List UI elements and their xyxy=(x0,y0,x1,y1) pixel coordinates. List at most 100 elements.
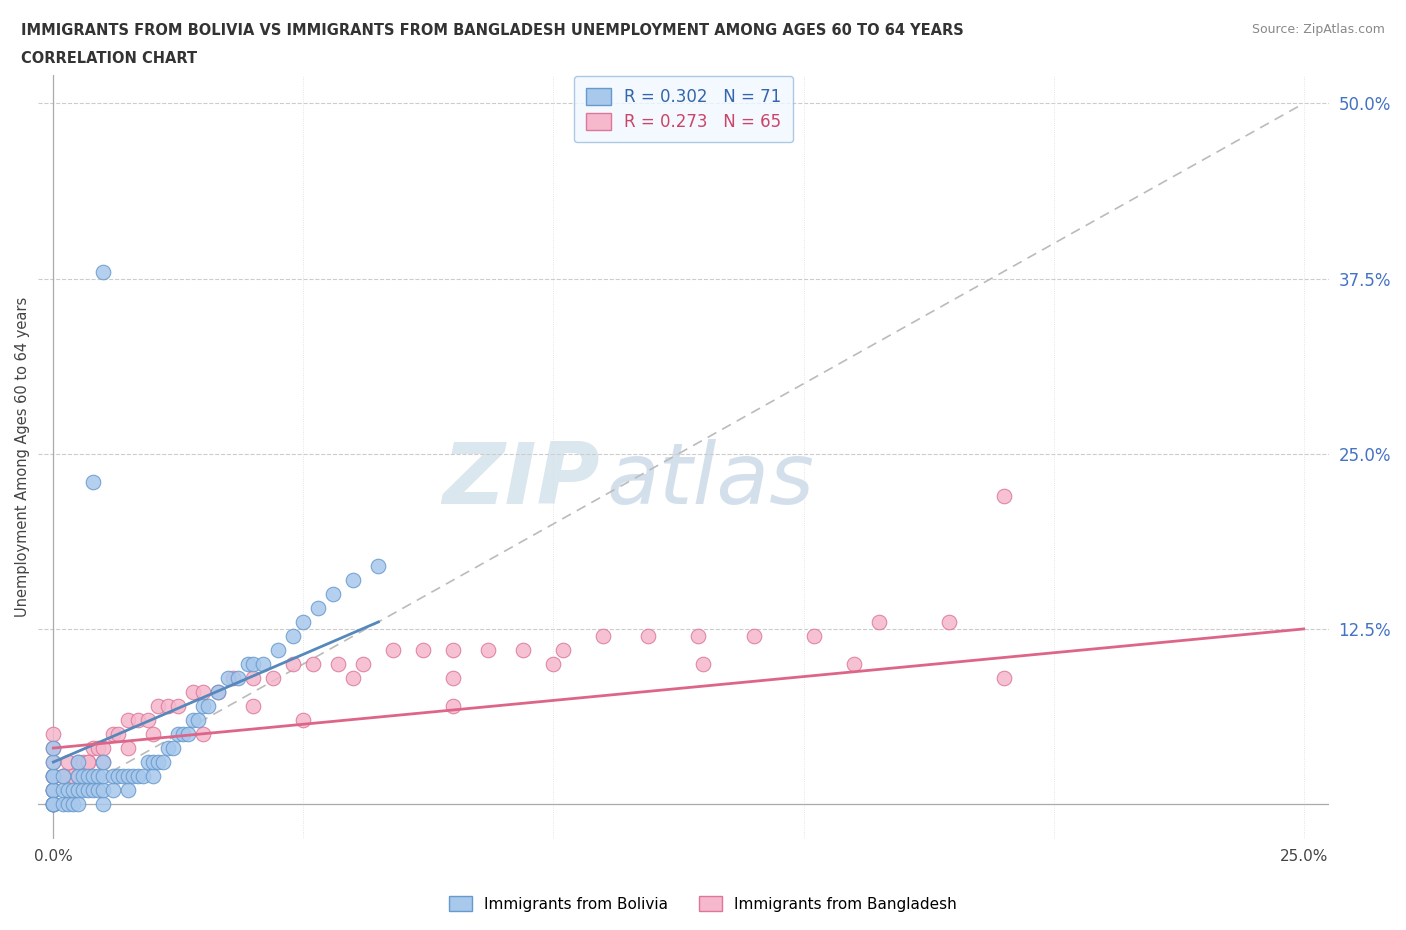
Point xyxy=(742,629,765,644)
Text: IMMIGRANTS FROM BOLIVIA VS IMMIGRANTS FROM BANGLADESH UNEMPLOYMENT AMONG AGES 60: IMMIGRANTS FROM BOLIVIA VS IMMIGRANTS FR… xyxy=(21,23,965,38)
Point xyxy=(177,726,200,741)
Point xyxy=(842,657,865,671)
Point xyxy=(117,740,139,755)
Point xyxy=(412,643,434,658)
Point xyxy=(58,783,80,798)
Point xyxy=(42,768,65,783)
Point xyxy=(87,768,110,783)
Point xyxy=(103,768,125,783)
Point xyxy=(193,684,215,699)
Point xyxy=(993,671,1015,685)
Point xyxy=(803,629,825,644)
Point xyxy=(42,768,65,783)
Point xyxy=(553,643,575,658)
Point xyxy=(148,754,170,769)
Point xyxy=(103,783,125,798)
Point xyxy=(42,783,65,798)
Point xyxy=(107,726,129,741)
Point xyxy=(138,754,160,769)
Point xyxy=(42,740,65,755)
Point xyxy=(367,558,389,573)
Point xyxy=(193,698,215,713)
Text: CORRELATION CHART: CORRELATION CHART xyxy=(21,51,197,66)
Point xyxy=(242,698,264,713)
Point xyxy=(157,740,180,755)
Point xyxy=(543,657,565,671)
Point xyxy=(267,643,290,658)
Point xyxy=(193,726,215,741)
Point xyxy=(132,768,155,783)
Point xyxy=(42,797,65,812)
Point xyxy=(93,754,115,769)
Text: ZIP: ZIP xyxy=(441,439,599,522)
Point xyxy=(162,740,184,755)
Point xyxy=(58,754,80,769)
Point xyxy=(382,643,405,658)
Point xyxy=(93,797,115,812)
Point xyxy=(82,783,104,798)
Point xyxy=(42,797,65,812)
Point xyxy=(167,698,190,713)
Point xyxy=(292,712,315,727)
Point xyxy=(868,615,890,630)
Point xyxy=(87,740,110,755)
Point xyxy=(228,671,250,685)
Point xyxy=(183,712,205,727)
Point xyxy=(93,783,115,798)
Point xyxy=(152,754,174,769)
Point xyxy=(42,754,65,769)
Point xyxy=(42,768,65,783)
Point xyxy=(127,768,149,783)
Point xyxy=(938,615,960,630)
Point xyxy=(283,657,305,671)
Point xyxy=(207,684,229,699)
Point xyxy=(52,768,75,783)
Point xyxy=(328,657,350,671)
Point xyxy=(142,726,165,741)
Point xyxy=(42,797,65,812)
Point xyxy=(443,698,465,713)
Point xyxy=(67,783,90,798)
Point xyxy=(127,712,149,727)
Point xyxy=(107,768,129,783)
Point xyxy=(477,643,499,658)
Point xyxy=(183,684,205,699)
Point xyxy=(67,754,90,769)
Point xyxy=(443,643,465,658)
Point xyxy=(148,698,170,713)
Point xyxy=(217,671,239,685)
Point xyxy=(342,671,364,685)
Legend: Immigrants from Bolivia, Immigrants from Bangladesh: Immigrants from Bolivia, Immigrants from… xyxy=(443,889,963,918)
Point xyxy=(62,797,84,812)
Point xyxy=(112,768,135,783)
Point xyxy=(222,671,245,685)
Point xyxy=(62,768,84,783)
Point xyxy=(103,726,125,741)
Point xyxy=(138,712,160,727)
Point xyxy=(688,629,710,644)
Point xyxy=(93,264,115,279)
Point xyxy=(262,671,284,685)
Point xyxy=(82,740,104,755)
Point xyxy=(142,754,165,769)
Point xyxy=(42,783,65,798)
Point xyxy=(42,783,65,798)
Text: atlas: atlas xyxy=(606,439,814,522)
Point xyxy=(252,657,274,671)
Point xyxy=(443,671,465,685)
Point xyxy=(167,726,190,741)
Point xyxy=(512,643,534,658)
Point xyxy=(292,615,315,630)
Point xyxy=(93,740,115,755)
Point xyxy=(993,488,1015,503)
Point xyxy=(117,783,139,798)
Point xyxy=(207,684,229,699)
Point xyxy=(117,712,139,727)
Y-axis label: Unemployment Among Ages 60 to 64 years: Unemployment Among Ages 60 to 64 years xyxy=(15,298,30,618)
Point xyxy=(122,768,145,783)
Point xyxy=(172,726,194,741)
Point xyxy=(58,797,80,812)
Point xyxy=(52,783,75,798)
Point xyxy=(42,740,65,755)
Point xyxy=(692,657,714,671)
